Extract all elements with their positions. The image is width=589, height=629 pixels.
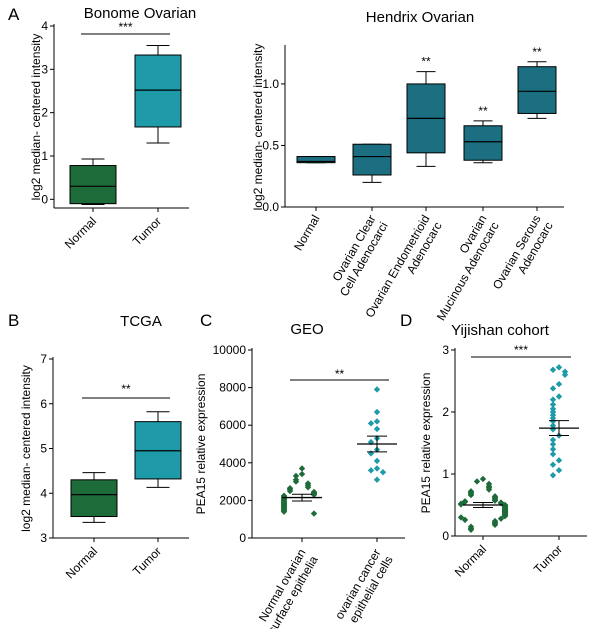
box-body bbox=[71, 480, 117, 517]
significance-marker: ** bbox=[532, 45, 542, 59]
x-category-label-line: Tumor bbox=[130, 544, 164, 578]
y-axis-label: PEA15 relative expression bbox=[419, 373, 433, 514]
scatter-point bbox=[550, 462, 556, 468]
y-tick-label: 2 bbox=[442, 405, 449, 419]
y-axis-label: PEA15 relative expression bbox=[194, 374, 208, 515]
chart-title: Hendrix Ovarian bbox=[366, 9, 474, 26]
x-category-label: Tumor bbox=[531, 542, 565, 576]
scatter-point bbox=[374, 426, 380, 432]
panel-3: C GEO 0 2000 4000 6000 8000 10000 PEA15 relative… bbox=[194, 311, 405, 629]
x-category-label: Normal ovariansurface epithelia bbox=[253, 546, 321, 629]
box-body bbox=[518, 67, 556, 114]
x-category-label: Tumor bbox=[130, 214, 164, 248]
chart-title: Yijishan cohort bbox=[451, 322, 550, 339]
scatter-point bbox=[368, 467, 374, 473]
x-category-label-line: Normal bbox=[452, 542, 489, 579]
y-tick-label: 0 bbox=[239, 531, 246, 545]
scatter-point bbox=[299, 465, 305, 471]
x-category-label: ovarian cancerepithelial cells bbox=[332, 547, 396, 629]
chart-title: Bonome Ovarian bbox=[84, 5, 197, 22]
scatter-point bbox=[299, 471, 305, 477]
scatter-point bbox=[311, 510, 317, 516]
x-category-label-line: Tumor bbox=[531, 542, 565, 576]
x-category-label: Normal bbox=[63, 544, 100, 581]
x-category-label: Normal bbox=[62, 214, 99, 251]
scatter-point bbox=[550, 385, 556, 391]
scatter-point bbox=[556, 364, 562, 370]
y-tick-label: 2000 bbox=[219, 493, 246, 507]
box-body bbox=[70, 166, 116, 204]
chart-title: GEO bbox=[290, 321, 323, 338]
box-body bbox=[135, 55, 181, 127]
scatter-point bbox=[550, 426, 556, 432]
significance-label: *** bbox=[514, 343, 528, 357]
scatter-point bbox=[550, 367, 556, 373]
y-tick-label: 5 bbox=[40, 442, 47, 456]
panel-letter: A bbox=[8, 5, 20, 24]
significance-label: ** bbox=[121, 382, 131, 396]
scatter-point bbox=[380, 469, 386, 475]
y-tick-label: 4 bbox=[41, 19, 48, 33]
x-category-label: Normal bbox=[452, 542, 489, 579]
panel-2: B TCGA 3 4 5 6 7 log2 median- centered intensit… bbox=[8, 311, 189, 581]
x-category-label: Tumor bbox=[130, 544, 164, 578]
panel-letter: B bbox=[8, 311, 19, 330]
chart-title: TCGA bbox=[120, 313, 162, 330]
scatter-point bbox=[556, 467, 562, 473]
significance-marker: ** bbox=[478, 104, 488, 118]
x-category-label-line: Normal bbox=[63, 544, 100, 581]
scatter-point bbox=[368, 450, 374, 456]
y-tick-label: 7 bbox=[40, 352, 47, 366]
significance-marker: ** bbox=[421, 55, 431, 69]
scatter-point bbox=[556, 381, 562, 387]
scatter-point bbox=[374, 458, 380, 464]
x-category-label-line: Tumor bbox=[130, 214, 164, 248]
scatter-point bbox=[374, 477, 380, 483]
y-axis-label: log2 median- centered intensity bbox=[251, 44, 265, 211]
x-category-label-line: Normal bbox=[291, 213, 322, 253]
x-category-label-line: Normal bbox=[62, 214, 99, 251]
y-tick-label: 1 bbox=[442, 467, 449, 481]
y-tick-label: 3 bbox=[442, 343, 449, 357]
panel-letter: D bbox=[400, 311, 412, 330]
scatter-point bbox=[474, 478, 480, 484]
scatter-point bbox=[374, 465, 380, 471]
y-tick-label: 6000 bbox=[219, 418, 246, 432]
y-tick-label: 4000 bbox=[219, 456, 246, 470]
scatter-point bbox=[550, 472, 556, 478]
panel-4: D Yijishan cohort 0 1 2 3 PEA15 relative expre… bbox=[400, 311, 587, 579]
y-tick-label: 10000 bbox=[213, 343, 247, 357]
scatter-point bbox=[480, 476, 486, 482]
box-body bbox=[464, 126, 502, 160]
significance-label: *** bbox=[118, 20, 132, 34]
scatter-point bbox=[556, 457, 562, 463]
y-axis-label: log2 median- centered intensity bbox=[29, 34, 43, 201]
scatter-point bbox=[550, 451, 556, 457]
panel-letter: C bbox=[200, 311, 212, 330]
scatter-point bbox=[368, 420, 374, 426]
y-tick-label: 8000 bbox=[219, 381, 246, 395]
scatter-point bbox=[556, 393, 562, 399]
scatter-point bbox=[374, 386, 380, 392]
y-tick-label: 0 bbox=[442, 529, 449, 543]
y-tick-label: 6 bbox=[40, 397, 47, 411]
scatter-point bbox=[374, 409, 380, 415]
x-category-label: Normal bbox=[291, 213, 322, 253]
y-tick-label: 3 bbox=[40, 531, 47, 545]
y-tick-label: 4 bbox=[40, 486, 47, 500]
y-axis-label: log2 median- centered intensity bbox=[19, 365, 33, 532]
box-body bbox=[353, 144, 391, 175]
scatter-point bbox=[374, 418, 380, 424]
significance-label: ** bbox=[335, 367, 345, 381]
